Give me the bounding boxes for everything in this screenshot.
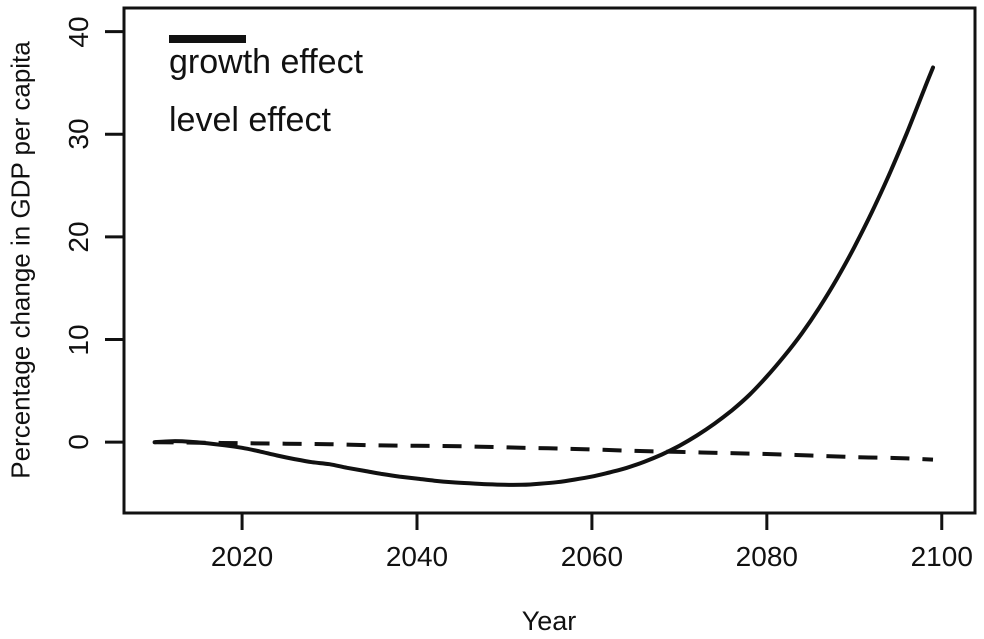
y-tick-label-10: 10 [63, 323, 94, 356]
y-tick-label-30: 30 [63, 118, 94, 150]
x-axis-title: Year [521, 606, 577, 636]
legend-label-level-effect: level effect [169, 101, 331, 139]
x-tick-label-2080: 2080 [735, 541, 798, 572]
legend-item-level-effect: level effect [169, 35, 363, 149]
plot-border [122, 6, 977, 515]
growth-effect-line [152, 65, 935, 487]
dashed-line-sample-icon [169, 35, 246, 43]
x-tick-label-2100: 2100 [910, 541, 973, 572]
x-tick-label-2040: 2040 [385, 541, 449, 572]
level-effect-line [154, 440, 934, 462]
y-tick-label-20: 20 [63, 221, 94, 253]
y-tick-label-40: 40 [63, 16, 94, 48]
x-tick-label-2060: 2060 [560, 541, 624, 572]
legend-label-growth-effect: growth effect [169, 43, 364, 81]
x-tick-label-2020: 2020 [210, 541, 274, 572]
y-tick-label-0: 0 [63, 434, 94, 450]
y-axis-title: Percentage change in GDP per capita [5, 41, 36, 479]
legend: growth effect level effect [169, 33, 363, 149]
axis-tick-marks [105, 30, 944, 530]
